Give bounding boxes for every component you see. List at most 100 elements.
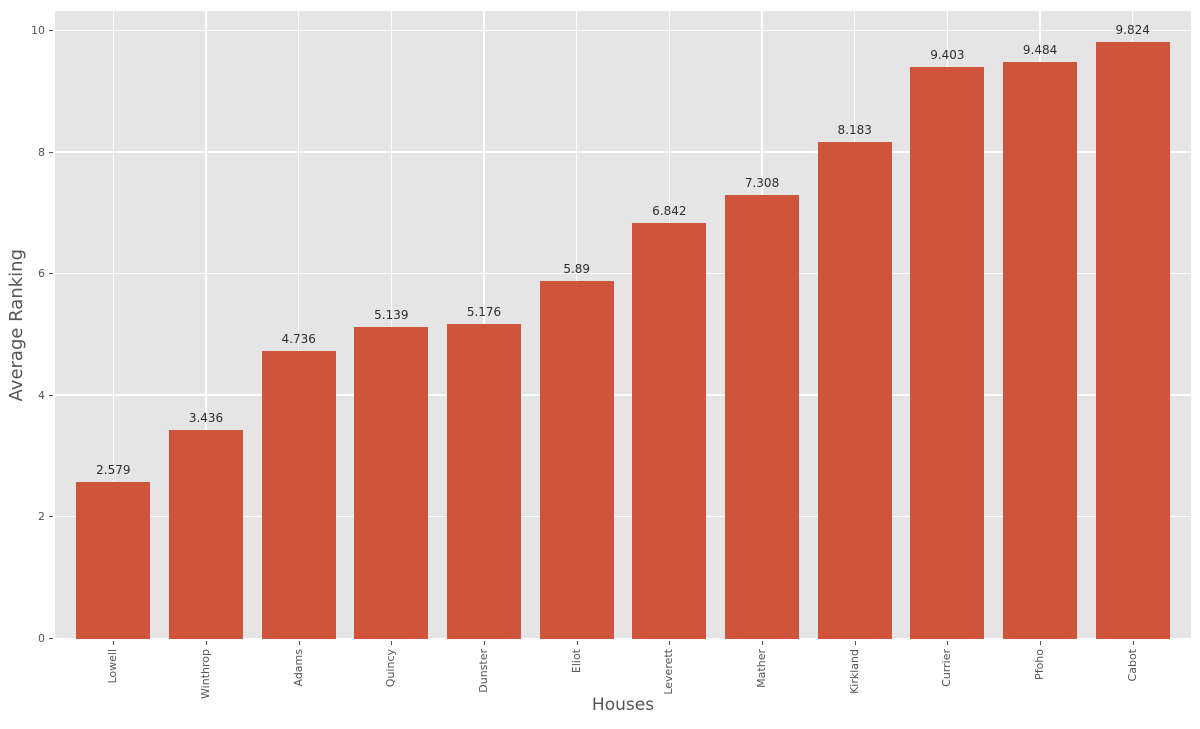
bar-slot: 6.842	[623, 11, 716, 639]
bar-slot: 5.176	[438, 11, 531, 639]
y-tick-label: 0	[38, 632, 45, 645]
bar-value-label: 2.579	[96, 463, 131, 478]
bar-slot: 3.436	[160, 11, 253, 639]
bar-value-label: 4.736	[281, 332, 316, 347]
bar-quincy	[354, 326, 429, 639]
y-tick-mark	[49, 151, 53, 153]
bar-value-label: 7.308	[744, 175, 780, 190]
x-tick-slot: Adams	[252, 639, 345, 711]
y-tick-mark	[49, 516, 53, 518]
bar-leverett	[632, 223, 707, 639]
y-tick-label: 10	[31, 24, 45, 38]
y-tick-mark	[49, 394, 53, 396]
bar-slot: 7.308	[716, 11, 809, 639]
bar-value-label: 5.176	[466, 305, 502, 320]
horizontal-gridline	[55, 394, 1191, 396]
vertical-gridline	[297, 11, 300, 639]
x-tick-slot: Leverett	[623, 639, 716, 711]
bar-slot: 5.89	[530, 11, 623, 639]
vertical-gridline	[390, 11, 393, 639]
bar-lowell	[76, 482, 151, 639]
x-tick-mark	[576, 641, 578, 645]
bar-slot: 9.484	[994, 11, 1087, 639]
x-tick-label-cabot: Cabot	[1125, 649, 1139, 682]
x-tick-label-eliot: Eliot	[569, 649, 583, 674]
x-tick-slot: Kirkland	[808, 639, 901, 711]
x-tick-mark	[298, 641, 300, 645]
bar-value-label: 5.89	[563, 261, 591, 276]
x-tick-mark	[1040, 641, 1042, 645]
horizontal-gridline	[55, 151, 1191, 153]
x-tick-label-kirkland: Kirkland	[847, 649, 861, 694]
y-tick-mark	[49, 30, 53, 32]
bar-cabot	[1095, 41, 1170, 639]
horizontal-gridline	[55, 29, 1191, 32]
bar-slot: 9.403	[901, 11, 994, 639]
vertical-gridline	[112, 11, 115, 639]
y-tick-mark	[49, 638, 53, 639]
x-tick-label-pfoho: Pfoho	[1033, 649, 1047, 680]
bar-value-label: 9.484	[1022, 43, 1058, 58]
bar-pfoho	[1002, 62, 1078, 639]
bar-currier	[910, 67, 985, 639]
y-tick-label: 8	[38, 145, 45, 159]
x-tick-label-leverett: Leverett	[662, 649, 676, 695]
x-tick-mark	[113, 641, 115, 645]
bar-adams	[261, 351, 336, 639]
x-tick-label-winthrop: Winthrop	[199, 649, 212, 699]
vertical-gridline	[205, 11, 207, 639]
bar-slots: 2.579 3.436 4.736 5.139 5.176 5.89 6.842 7.308 8…	[55, 11, 1191, 639]
x-tick-mark	[762, 641, 764, 645]
x-tick-mark	[484, 641, 486, 645]
x-tick-label-mather: Mather	[755, 649, 769, 688]
bar-value-label: 8.183	[837, 122, 872, 137]
x-tick-mark	[854, 641, 856, 645]
y-tick-label: 6	[38, 267, 45, 281]
y-tick-label: 4	[38, 388, 45, 402]
x-tick-mark	[206, 641, 207, 645]
x-tick-slot: Cabot	[1086, 639, 1179, 711]
y-axis-ticks: 0 2 4 6 8 10	[0, 11, 54, 645]
x-axis-label: Houses	[591, 695, 655, 715]
x-tick-mark	[947, 641, 949, 645]
y-tick-label: 2	[38, 510, 45, 524]
bar-slot: 9.824	[1086, 11, 1179, 639]
bar-kirkland	[817, 141, 892, 639]
bar-value-label: 9.403	[930, 48, 965, 63]
x-tick-label-adams: Adams	[291, 649, 305, 687]
bar-value-label: 9.824	[1115, 22, 1150, 37]
x-tick-mark	[391, 641, 393, 645]
horizontal-gridline	[55, 272, 1191, 275]
bar-value-label: 6.842	[652, 204, 687, 219]
bar-slot: 8.183	[808, 11, 901, 639]
bar-dunster	[446, 324, 522, 639]
x-tick-slot: Pfoho	[994, 639, 1087, 711]
x-axis-ticks: Lowell Winthrop Adams Quincy Dunster Eliot Lev…	[55, 639, 1191, 711]
x-tick-slot: Winthrop	[160, 639, 253, 711]
bar-winthrop	[168, 430, 244, 639]
x-tick-slot: Dunster	[438, 639, 531, 711]
bar-mather	[724, 194, 800, 639]
bar-slot: 5.139	[345, 11, 438, 639]
bar-eliot	[539, 280, 614, 639]
horizontal-gridline	[55, 515, 1191, 518]
x-tick-mark	[669, 641, 671, 645]
plot-area: 2.579 3.436 4.736 5.139 5.176 5.89 6.842 7.308 8…	[55, 11, 1191, 639]
x-tick-mark	[1132, 641, 1134, 645]
x-tick-slot: Quincy	[345, 639, 438, 711]
x-tick-slot: Lowell	[67, 639, 160, 711]
horizontal-gridline	[55, 637, 1191, 639]
bar-value-label: 3.436	[188, 411, 224, 426]
x-tick-slot: Eliot	[530, 639, 623, 711]
bar-slot: 4.736	[252, 11, 345, 639]
x-tick-slot: Currier	[901, 639, 994, 711]
x-tick-label-lowell: Lowell	[106, 649, 120, 684]
x-tick-slot: Mather	[716, 639, 809, 711]
x-tick-label-currier: Currier	[940, 649, 954, 687]
x-tick-label-quincy: Quincy	[384, 649, 398, 688]
x-tick-label-dunster: Dunster	[477, 649, 491, 693]
y-tick-mark	[49, 273, 53, 275]
bar-value-label: 5.139	[374, 307, 409, 322]
bar-slot: 2.579	[67, 11, 160, 639]
